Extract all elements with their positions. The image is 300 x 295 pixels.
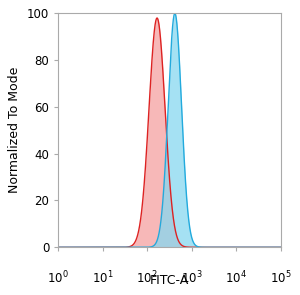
Y-axis label: Normalized To Mode: Normalized To Mode (8, 67, 21, 194)
X-axis label: FITC-A: FITC-A (150, 274, 189, 287)
Text: $10^3$: $10^3$ (181, 270, 203, 286)
Text: $10^1$: $10^1$ (92, 270, 113, 286)
Text: $10^2$: $10^2$ (136, 270, 158, 286)
Text: $10^4$: $10^4$ (225, 270, 247, 286)
Text: $10^0$: $10^0$ (47, 270, 69, 286)
Text: $10^5$: $10^5$ (270, 270, 292, 286)
